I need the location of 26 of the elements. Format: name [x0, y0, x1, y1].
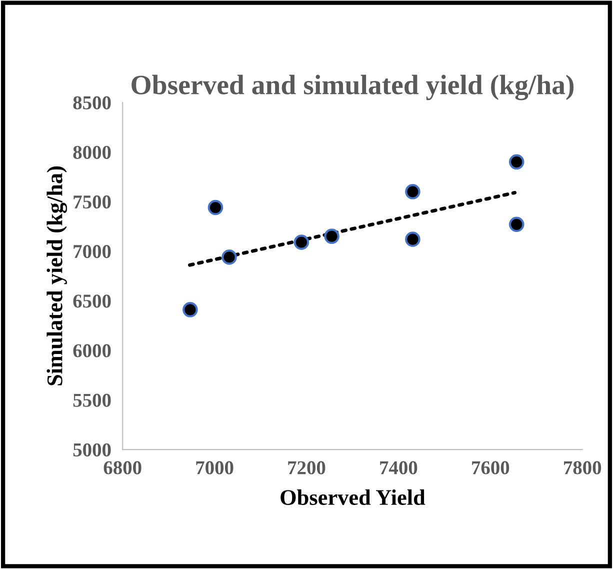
- point: [222, 249, 237, 265]
- x-tick-label: 6800: [104, 461, 142, 474]
- point: [405, 184, 420, 200]
- y-tick-label: 5000: [73, 443, 111, 456]
- y-tick-label: 6000: [73, 344, 111, 358]
- x-tick-label: 7600: [472, 461, 510, 474]
- chart-title: Observed and simulated yield (kg/ha): [132, 74, 574, 100]
- point: [208, 200, 224, 216]
- x-tick-label: 7400: [380, 461, 418, 474]
- point: [405, 232, 420, 247]
- point: [182, 302, 198, 318]
- y-tick-label: 7500: [74, 195, 111, 209]
- y-tick-label: 8000: [73, 146, 111, 159]
- y-tick-label: 8500: [73, 96, 111, 110]
- point: [508, 154, 524, 170]
- x-tick-label: 7200: [288, 461, 326, 474]
- x-axis-title: Observed Yield: [280, 489, 426, 506]
- x-tick-label: 7000: [196, 461, 234, 474]
- x-tick-label: 7800: [564, 461, 602, 474]
- point: [508, 216, 524, 232]
- point: [294, 234, 310, 250]
- point: [324, 228, 340, 244]
- y-tick-label: 6500: [73, 294, 111, 308]
- y-tick-label: 5500: [73, 394, 111, 407]
- y-axis-title: Simulated yield (kg/ha): [46, 166, 68, 386]
- y-tick-label: 7000: [74, 244, 111, 258]
